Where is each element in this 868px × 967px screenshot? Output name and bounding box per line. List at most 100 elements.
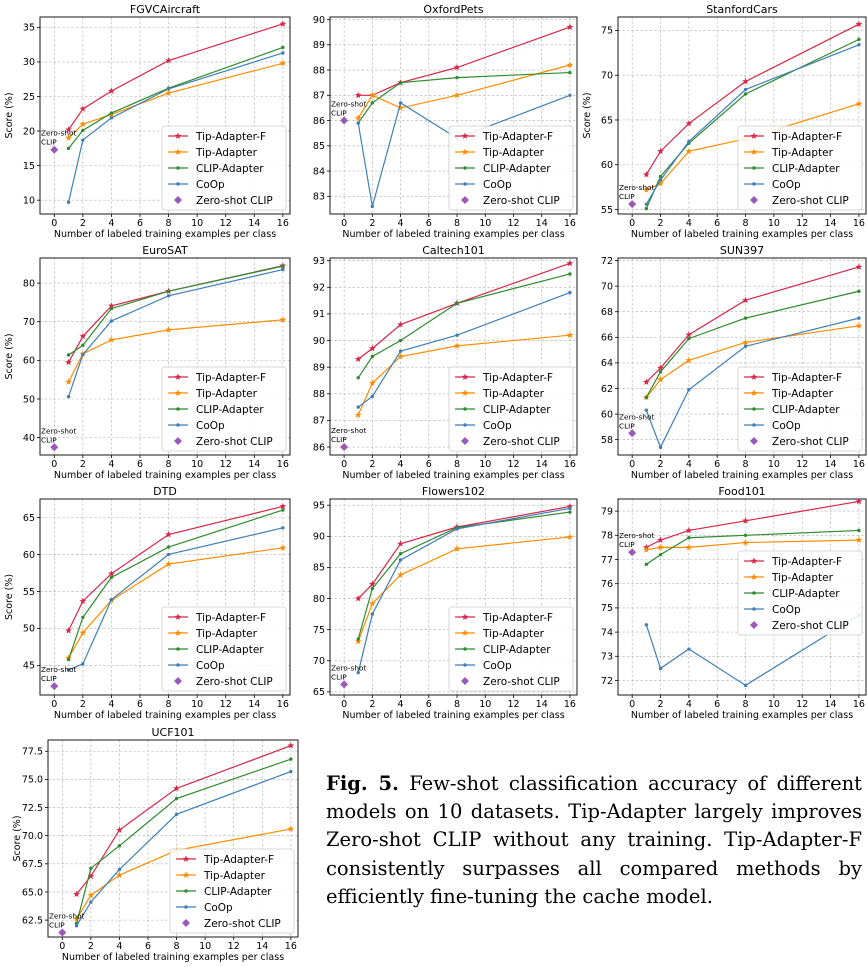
legend-marker: [463, 166, 467, 170]
chart-title: Caltech101: [422, 244, 485, 257]
y-tick-label: 60: [23, 356, 35, 367]
legend-label: CLIP-Adapter: [196, 163, 264, 175]
legend: Tip-Adapter-F Tip-Adapter CLIP-Adapter CoOp…: [737, 550, 863, 636]
legend-label: Tip-Adapter: [203, 870, 266, 882]
y-axis-label: Score (%): [12, 815, 23, 861]
y-tick-label: 93: [313, 256, 325, 267]
data-point: [742, 296, 749, 304]
x-tick-label: 2: [369, 218, 375, 229]
x-axis-label: Number of labeled training examples per …: [342, 710, 564, 721]
chart-title: Food101: [718, 485, 765, 498]
legend-label: CLIP-Adapter: [196, 644, 264, 656]
legend-marker: [752, 182, 756, 186]
y-tick-label: 75: [313, 625, 325, 636]
y-tick-label: 25: [23, 92, 35, 103]
series-line-clip-adapter: [357, 71, 570, 124]
data-point: [397, 540, 404, 547]
legend: Tip-Adapter-F Tip-Adapter CLIP-Adapter CoOp…: [448, 125, 574, 211]
annotation-line-2: CLIP: [41, 435, 57, 444]
y-tick-label: 80: [313, 594, 325, 605]
x-tick-label: 14: [536, 699, 548, 710]
x-axis-label: Number of labeled training examples per …: [54, 229, 276, 240]
y-tick-label: 75: [601, 26, 613, 37]
legend-label: Tip-Adapter: [771, 147, 834, 159]
data-point: [281, 264, 285, 268]
legend-marker: [750, 196, 758, 204]
legend-marker: [461, 389, 469, 396]
data-point: [397, 104, 404, 111]
legend-marker: [461, 437, 469, 445]
x-axis-label: Number of labeled training examples per …: [631, 710, 853, 721]
x-tick-label: 6: [137, 218, 143, 229]
chart-title: SUN397: [720, 244, 764, 257]
legend-marker: [750, 573, 758, 580]
x-tick-label: 12: [507, 699, 519, 710]
data-point: [855, 100, 863, 107]
x-tick-label: 0: [341, 699, 347, 710]
legend-box: [737, 125, 863, 211]
data-point: [566, 533, 574, 540]
x-tick-label: 6: [714, 459, 720, 470]
legend: Tip-Adapter-F Tip-Adapter CLIP-Adapter CoOp…: [169, 848, 295, 934]
legend-label: CoOp: [483, 420, 512, 432]
x-tick-label: 6: [714, 699, 720, 710]
data-point: [370, 586, 375, 591]
legend-marker: [752, 166, 756, 170]
x-tick-label: 2: [369, 699, 375, 710]
data-point: [166, 87, 171, 91]
y-tick-label: 86: [313, 442, 325, 453]
chart-title: DTD: [153, 485, 177, 498]
y-tick-label: 76: [601, 579, 613, 590]
data-point: [65, 134, 72, 141]
x-tick-label: 16: [564, 459, 576, 470]
data-point: [109, 111, 114, 115]
data-point: [644, 623, 649, 627]
data-point: [116, 871, 123, 878]
chart-title: EuroSAT: [142, 244, 188, 257]
x-tick-label: 10: [768, 218, 780, 229]
data-point: [108, 336, 115, 343]
legend-label: CLIP-Adapter: [204, 886, 272, 898]
y-tick-label: 88: [313, 65, 325, 76]
data-point: [289, 757, 293, 761]
y-tick-label: 60: [23, 550, 35, 561]
data-point: [743, 344, 748, 348]
annotation-line-1: Zero-shot: [619, 412, 654, 421]
data-point: [79, 120, 87, 128]
data-point: [642, 171, 650, 178]
data-point: [65, 378, 72, 385]
y-tick-label: 65: [313, 687, 325, 698]
x-tick-label: 14: [248, 459, 260, 470]
data-point: [66, 146, 71, 151]
x-tick-label: 14: [825, 699, 837, 710]
legend-marker: [463, 647, 467, 651]
x-axis-label: Number of labeled training examples per …: [62, 952, 284, 963]
data-point: [87, 891, 95, 899]
legend-marker: [176, 166, 180, 170]
zero-shot-point: [628, 200, 637, 209]
y-tick-label: 10: [23, 195, 35, 206]
legend-label: Tip-Adapter-F: [482, 131, 553, 143]
x-tick-label: 14: [825, 459, 837, 470]
x-tick-label: 0: [629, 699, 635, 710]
x-tick-label: 12: [228, 941, 240, 952]
y-tick-label: 80: [23, 278, 35, 289]
legend-marker: [750, 132, 758, 139]
data-point: [687, 536, 691, 540]
x-tick-label: 12: [796, 459, 808, 470]
legend-marker: [752, 607, 756, 611]
x-tick-label: 0: [51, 699, 57, 710]
chart-eurosat: 0 2 4 6 8 10 12 14 16 40 50 60 70 80 EuroSAT Number of …: [4, 244, 291, 481]
data-point: [79, 597, 87, 604]
annotation-line-2: CLIP: [619, 540, 635, 549]
annotation-line-1: Zero-shot: [331, 663, 366, 672]
y-tick-label: 65.0: [22, 887, 43, 898]
legend-label: CLIP-Adapter: [772, 588, 840, 600]
annotation-line-1: Zero-shot: [619, 183, 654, 192]
legend-label: Zero-shot CLIP: [196, 676, 273, 688]
data-point: [742, 77, 749, 85]
x-tick-label: 6: [426, 699, 432, 710]
x-tick-label: 14: [248, 218, 260, 229]
legend-label: CLIP-Adapter: [196, 404, 264, 416]
figure-caption: Fig. 5. Few-shot classification accuracy…: [326, 770, 862, 911]
